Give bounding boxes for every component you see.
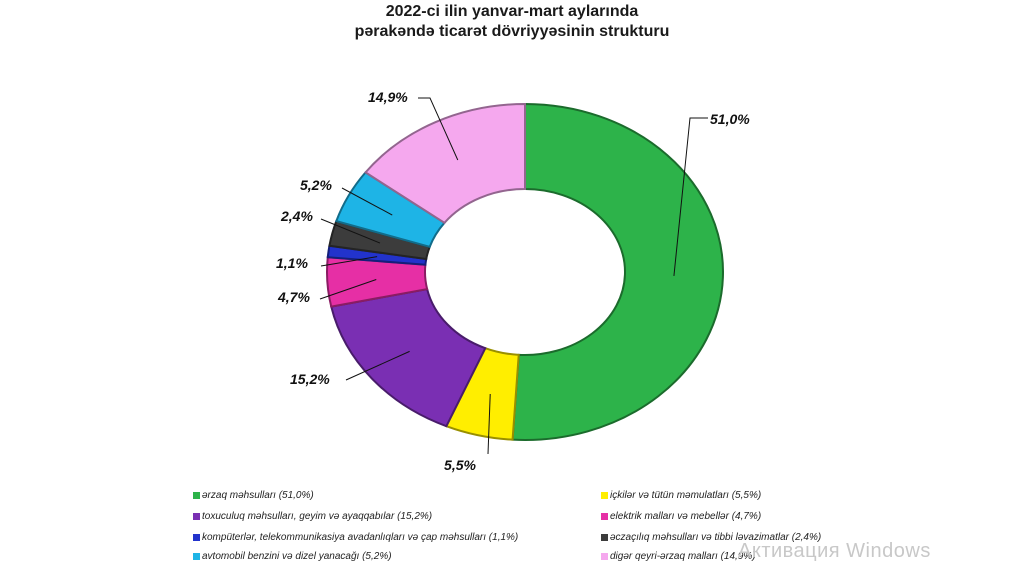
slice-textiles — [330, 287, 487, 428]
chart-title-line-1: 2022-ci ilin yanvar-mart aylarında — [385, 3, 639, 20]
leader-line-fuel — [341, 187, 393, 216]
data-label-other-nonfood: 14,9% — [368, 89, 408, 105]
slice-food — [511, 102, 725, 441]
slice-other-nonfood — [364, 102, 526, 225]
data-label-food: 51,0% — [710, 111, 750, 127]
chart-subtitle: pərakəndə ticarət dövriyyəsinin struktur… — [354, 23, 670, 40]
leader-line-food — [673, 117, 708, 276]
data-label-fuel: 5,2% — [300, 177, 332, 193]
leader-line-textiles — [345, 350, 410, 381]
windows-activation-watermark: Активация Windows — [738, 540, 931, 562]
leader-line-drinks-tobacco — [487, 394, 491, 455]
leader-line-other-nonfood — [418, 97, 459, 161]
leader-line-pharmacy — [320, 218, 381, 244]
chart-title: 2022-ci ilin yanvar-mart aylarında pərak… — [0, 2, 1024, 42]
leader-line-electric-furniture — [319, 279, 377, 300]
data-label-electric-furniture: 4,7% — [277, 289, 310, 305]
data-label-computers: 1,1% — [276, 255, 308, 271]
data-label-pharmacy: 2,4% — [280, 208, 313, 224]
data-label-drinks-tobacco: 5,5% — [444, 457, 476, 473]
leader-line-computers — [320, 256, 378, 267]
data-label-textiles: 15,2% — [290, 371, 330, 387]
